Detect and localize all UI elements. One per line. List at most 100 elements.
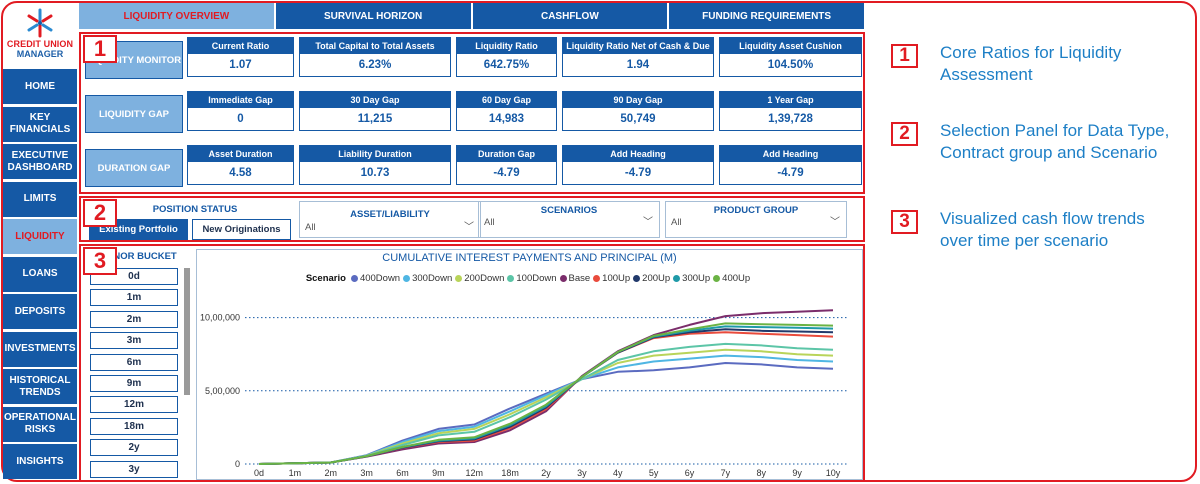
tenor-item[interactable]: 9m [90, 375, 178, 392]
sidebar-item-investments[interactable]: INVESTMENTS [3, 331, 77, 367]
note-1: 1 Core Ratios for Liquidity Assessment [891, 42, 1181, 102]
chevron-down-icon: ﹀ [830, 217, 840, 228]
metric-card: Immediate Gap 0 [187, 91, 294, 131]
legend-item[interactable]: 400Up [713, 273, 750, 284]
metric-title: Add Heading [563, 146, 713, 162]
cashflow-chart: 0 5,00,000 10,00,000 0d 1m 2m 3m 6m 9m 12m 18m 2y 3y… [196, 249, 863, 480]
legend-dot-icon [455, 275, 463, 282]
legend-item[interactable]: 400Down [350, 273, 401, 284]
tenor-item[interactable]: 6m [90, 353, 178, 371]
tenor-item[interactable]: 3y [90, 460, 178, 478]
sidebar: CREDIT UNION MANAGER HOME KEY FINANCIALS E… [3, 3, 77, 482]
legend-dot-icon [559, 275, 567, 282]
tenor-scrollbar[interactable] [184, 268, 190, 395]
tab-funding-requirements[interactable]: FUNDING REQUIREMENTS [669, 3, 866, 29]
legend-dot-icon [350, 275, 358, 282]
legend-item[interactable]: Base [559, 273, 590, 284]
metric-title: Liability Duration [300, 146, 450, 162]
snowflake-logo-icon [27, 8, 53, 38]
legend-dot-icon [507, 275, 515, 282]
series-line-400up[interactable] [258, 322, 834, 465]
note-2: 2 Selection Panel for Data Type, Contract… [891, 120, 1181, 200]
metric-value: -4.79 [624, 167, 652, 179]
metric-title: 1 Year Gap [720, 92, 861, 108]
legend-dot-icon [673, 275, 681, 282]
selection-panel-section: POSITION STATUS Existing Portfolio New O… [79, 196, 865, 242]
x-tick-label: 6m [396, 468, 409, 478]
sidebar-item-executive-dashboard[interactable]: EXECUTIVE DASHBOARD [3, 144, 77, 180]
scenarios-dropdown[interactable]: SCENARIOS All ﹀ [478, 201, 660, 238]
note-number: 1 [891, 44, 918, 68]
sidebar-item-operational-risks[interactable]: OPERATIONAL RISKS [3, 406, 77, 442]
metric-value: 11,215 [357, 113, 393, 125]
legend-item[interactable]: 200Down [455, 273, 504, 284]
metric-card: Liquidity Ratio Net of Cash & Due 1.94 [562, 37, 714, 77]
tab-liquidity-overview[interactable]: LIQUIDITY OVERVIEW [79, 3, 276, 29]
metric-card: Asset Duration 4.58 [187, 145, 294, 185]
x-tick-label: 2m [324, 468, 337, 478]
legend-label: 400Down [359, 273, 401, 284]
tenor-item[interactable]: 0d [90, 268, 178, 285]
metric-title: 30 Day Gap [300, 92, 450, 108]
metric-value: 104.50% [767, 59, 814, 71]
chevron-down-icon: ﹀ [464, 222, 474, 233]
new-originations-button[interactable]: New Originations [192, 219, 291, 240]
tenor-item[interactable]: 2m [90, 310, 178, 328]
sidebar-item-insights[interactable]: INSIGHTS [3, 444, 77, 480]
metric-value: 0 [237, 113, 244, 125]
metric-value: 14,983 [488, 113, 525, 125]
dropdown-title: ASSET/LIABILITY [350, 209, 430, 220]
metric-title: Total Capital to Total Assets [300, 38, 450, 54]
sidebar-item-loans[interactable]: LOANS [3, 256, 77, 292]
dropdown-title: SCENARIOS [540, 205, 598, 216]
tenor-item[interactable]: 3m [90, 332, 178, 350]
dropdown-value: All [671, 217, 682, 228]
tenor-item[interactable]: 12m [90, 396, 178, 414]
product-group-dropdown[interactable]: PRODUCT GROUP All ﹀ [665, 201, 847, 238]
tab-survival-horizon[interactable]: SURVIVAL HORIZON [275, 3, 473, 29]
note-text: Core Ratios for Liquidity Assessment [940, 43, 1122, 84]
x-tick-label: 5y [649, 468, 659, 478]
sidebar-item-key-financials[interactable]: KEY FINANCIALS [3, 106, 77, 142]
tab-cashflow[interactable]: CASHFLOW [472, 3, 670, 29]
sidebar-item-home[interactable]: HOME [3, 69, 77, 104]
y-tick-label: 10,00,000 [200, 313, 240, 323]
metric-card: Liquidity Asset Cushion 104.50% [719, 37, 862, 77]
cashflow-chart-section: TENOR BUCKET 0d 1m 2m 3m 6m 9m 12m 18m 2y 3y 3 0 5… [79, 244, 865, 482]
legend-label: 300Up [682, 273, 711, 284]
top-tabs: LIQUIDITY OVERVIEW SURVIVAL HORIZON CASHFL… [79, 3, 866, 29]
metric-card: Add Heading -4.79 [719, 145, 862, 185]
x-tick-label: 10y [826, 468, 841, 478]
metric-card: Current Ratio 1.07 [187, 37, 294, 77]
metric-value: 6.23% [358, 59, 392, 71]
logo-line2: MANAGER [16, 49, 64, 59]
tenor-item[interactable]: 1m [90, 289, 178, 307]
tenor-item[interactable]: 18m [90, 417, 178, 435]
core-ratios-section: DURATION GAP LIQUIDITY GAP LIQUIDITY MONIT… [79, 32, 865, 194]
metric-title: Liquidity Ratio Net of Cash & Due [563, 38, 713, 54]
sidebar-item-liquidity[interactable]: LIQUIDITY [3, 219, 77, 255]
metric-card: Add Heading -4.79 [562, 145, 714, 185]
sidebar-item-limits[interactable]: LIMITS [3, 181, 77, 217]
note-number: 3 [891, 210, 918, 234]
legend-item[interactable]: 100Up [593, 273, 630, 284]
app-logo[interactable]: CREDIT UNION MANAGER [3, 3, 77, 61]
metric-card: Duration Gap -4.79 [456, 145, 557, 185]
asset-liability-dropdown[interactable]: ASSET/LIABILITY All ﹀ [299, 201, 481, 238]
legend-item[interactable]: 300Up [673, 273, 710, 284]
legend-item[interactable]: 100Down [507, 273, 557, 284]
note-text: Selection Panel for Data Type, Contract … [940, 121, 1170, 162]
metric-value: 10.73 [360, 167, 390, 179]
sidebar-item-deposits[interactable]: DEPOSITS [3, 294, 77, 330]
series-line-400down[interactable] [258, 362, 834, 465]
note-text: Visualized cash flow trends over time pe… [940, 209, 1145, 250]
legend-item[interactable]: 200Up [633, 273, 670, 284]
chart-legend: Scenario 400Down 300Down 200Down 100Down Bas… [197, 273, 862, 284]
tenor-item[interactable]: 2y [90, 439, 178, 457]
metric-title: Add Heading [720, 146, 861, 162]
sidebar-item-historical-trends[interactable]: HISTORICAL TRENDS [3, 369, 77, 405]
y-tick-label: 5,00,000 [205, 386, 240, 396]
x-tick-label: 7y [721, 468, 731, 478]
legend-label: 400Up [722, 273, 751, 284]
legend-item[interactable]: 300Down [403, 273, 452, 284]
